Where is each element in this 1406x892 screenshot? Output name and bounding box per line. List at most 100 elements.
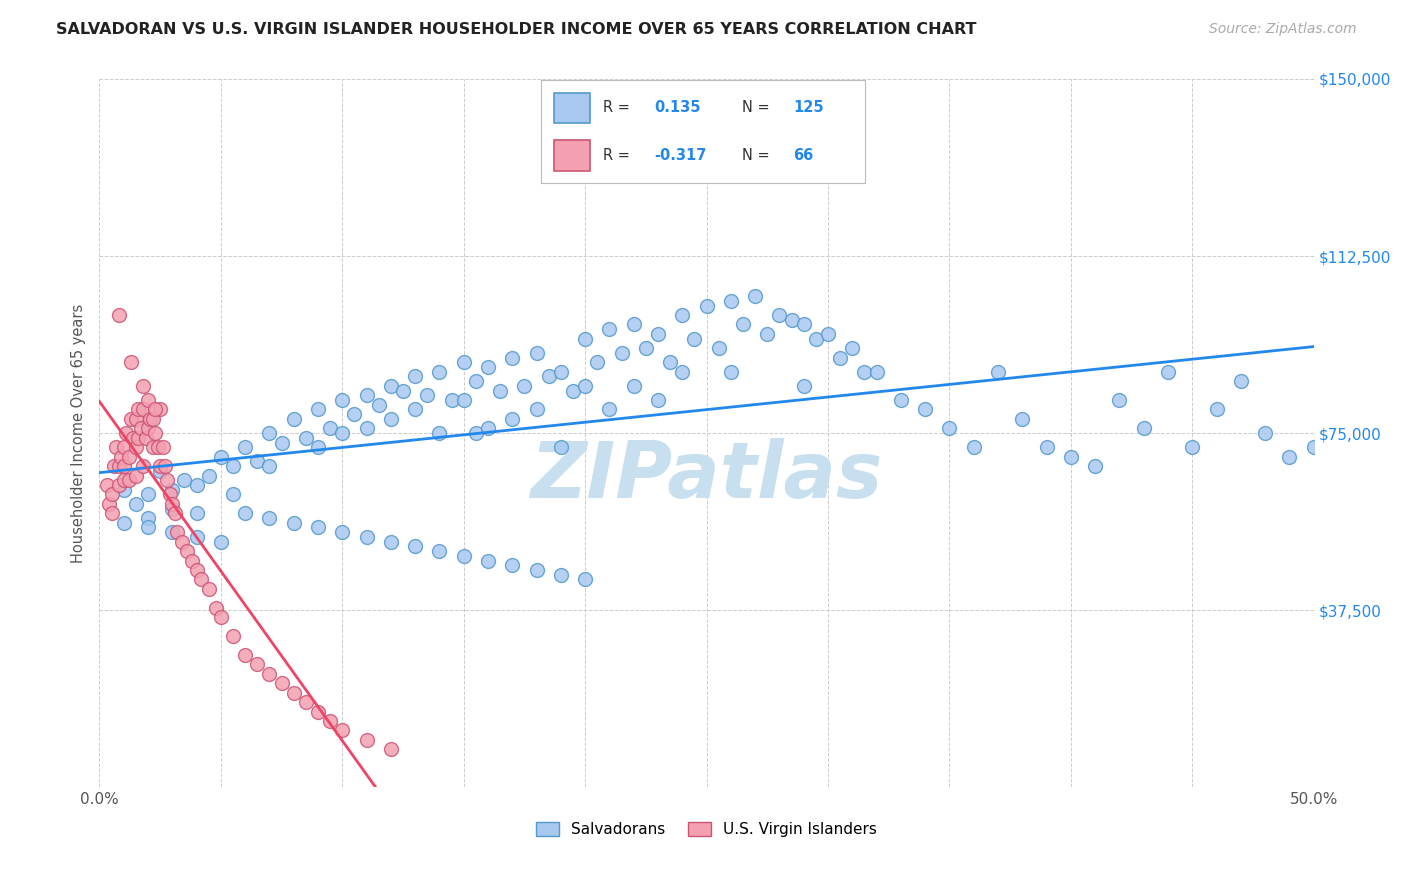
Point	[634, 341, 657, 355]
Point	[598, 402, 620, 417]
Point	[143, 402, 166, 417]
Text: 66: 66	[793, 148, 814, 162]
Point	[170, 534, 193, 549]
Point	[166, 525, 188, 540]
Point	[987, 365, 1010, 379]
Point	[125, 497, 148, 511]
Point	[416, 388, 439, 402]
Point	[586, 355, 609, 369]
Point	[209, 610, 232, 624]
Point	[1132, 421, 1154, 435]
Point	[186, 478, 208, 492]
Point	[659, 355, 682, 369]
Point	[526, 402, 548, 417]
Point	[127, 402, 149, 417]
Point	[453, 549, 475, 563]
Point	[136, 421, 159, 435]
Point	[139, 412, 162, 426]
Point	[100, 487, 122, 501]
Point	[574, 332, 596, 346]
Point	[153, 459, 176, 474]
Point	[142, 440, 165, 454]
Point	[963, 440, 986, 454]
Point	[295, 431, 318, 445]
FancyBboxPatch shape	[554, 140, 591, 170]
Point	[380, 742, 402, 756]
Point	[780, 312, 803, 326]
Point	[209, 450, 232, 464]
Point	[647, 326, 669, 341]
Text: ZIPatlas: ZIPatlas	[530, 438, 883, 514]
Point	[330, 723, 353, 738]
Point	[356, 421, 378, 435]
Point	[744, 289, 766, 303]
Text: R =: R =	[603, 101, 630, 115]
Point	[477, 553, 499, 567]
Point	[1230, 374, 1253, 388]
Point	[610, 346, 633, 360]
Point	[149, 464, 172, 478]
Point	[513, 379, 536, 393]
Point	[259, 459, 281, 474]
Point	[135, 431, 157, 445]
Point	[197, 468, 219, 483]
Point	[115, 425, 138, 440]
Point	[142, 412, 165, 426]
Point	[156, 473, 179, 487]
Point	[440, 392, 463, 407]
Point	[233, 506, 256, 520]
Point	[162, 525, 184, 540]
Point	[259, 666, 281, 681]
Point	[125, 440, 148, 454]
Text: -0.317: -0.317	[655, 148, 707, 162]
Point	[453, 355, 475, 369]
Point	[464, 425, 486, 440]
Text: Source: ZipAtlas.com: Source: ZipAtlas.com	[1209, 22, 1357, 37]
Point	[246, 454, 269, 468]
Point	[537, 369, 560, 384]
Point	[550, 365, 572, 379]
Point	[550, 567, 572, 582]
Point	[132, 379, 155, 393]
Point	[190, 573, 212, 587]
Point	[330, 425, 353, 440]
Point	[149, 459, 172, 474]
Point	[127, 431, 149, 445]
Point	[380, 379, 402, 393]
Point	[562, 384, 585, 398]
Point	[103, 459, 125, 474]
Point	[259, 425, 281, 440]
Point	[307, 402, 329, 417]
Point	[319, 421, 342, 435]
Point	[647, 392, 669, 407]
Point	[98, 497, 121, 511]
Text: 125: 125	[793, 101, 824, 115]
Point	[108, 478, 131, 492]
Point	[319, 714, 342, 728]
Point	[209, 534, 232, 549]
Point	[259, 511, 281, 525]
Point	[136, 511, 159, 525]
FancyBboxPatch shape	[554, 93, 591, 123]
Text: N =: N =	[742, 101, 769, 115]
Point	[222, 629, 245, 643]
Point	[768, 308, 790, 322]
Point	[429, 425, 451, 440]
Point	[720, 293, 742, 308]
Point	[120, 355, 142, 369]
Point	[841, 341, 863, 355]
Point	[162, 501, 184, 516]
Point	[120, 412, 142, 426]
Point	[356, 733, 378, 747]
Point	[159, 487, 181, 501]
Point	[197, 582, 219, 596]
Point	[720, 365, 742, 379]
Point	[453, 392, 475, 407]
Point	[283, 686, 305, 700]
Point	[853, 365, 876, 379]
Point	[429, 544, 451, 558]
Point	[129, 421, 152, 435]
Point	[380, 534, 402, 549]
Point	[1011, 412, 1033, 426]
Point	[707, 341, 730, 355]
